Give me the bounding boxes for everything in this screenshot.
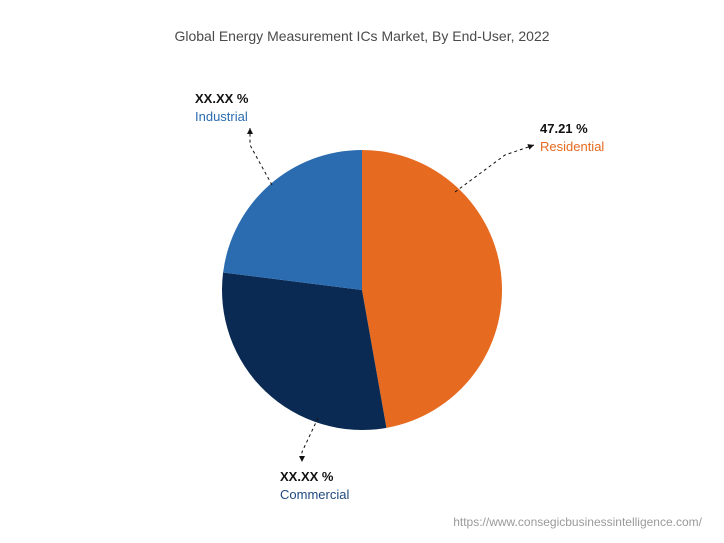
slice-label-commercial: XX.XX %Commercial <box>280 468 349 503</box>
slice-label-industrial: XX.XX %Industrial <box>195 90 248 125</box>
pie-slice-residential <box>362 150 502 428</box>
slice-pct-residential: 47.21 % <box>540 120 604 138</box>
chart-container: Global Energy Measurement ICs Market, By… <box>0 0 724 543</box>
slice-name-residential: Residential <box>540 138 604 156</box>
slice-label-residential: 47.21 %Residential <box>540 120 604 155</box>
slice-name-commercial: Commercial <box>280 486 349 504</box>
pie-chart <box>0 0 724 543</box>
slice-pct-commercial: XX.XX % <box>280 468 349 486</box>
source-text: https://www.consegicbusinessintelligence… <box>453 515 702 529</box>
leader-line-residential <box>455 145 534 192</box>
pie-slice-commercial <box>222 272 386 430</box>
slice-pct-industrial: XX.XX % <box>195 90 248 108</box>
leader-line-commercial <box>302 418 318 462</box>
pie-slice-industrial <box>223 150 362 290</box>
leader-line-industrial <box>250 128 272 185</box>
slice-name-industrial: Industrial <box>195 108 248 126</box>
